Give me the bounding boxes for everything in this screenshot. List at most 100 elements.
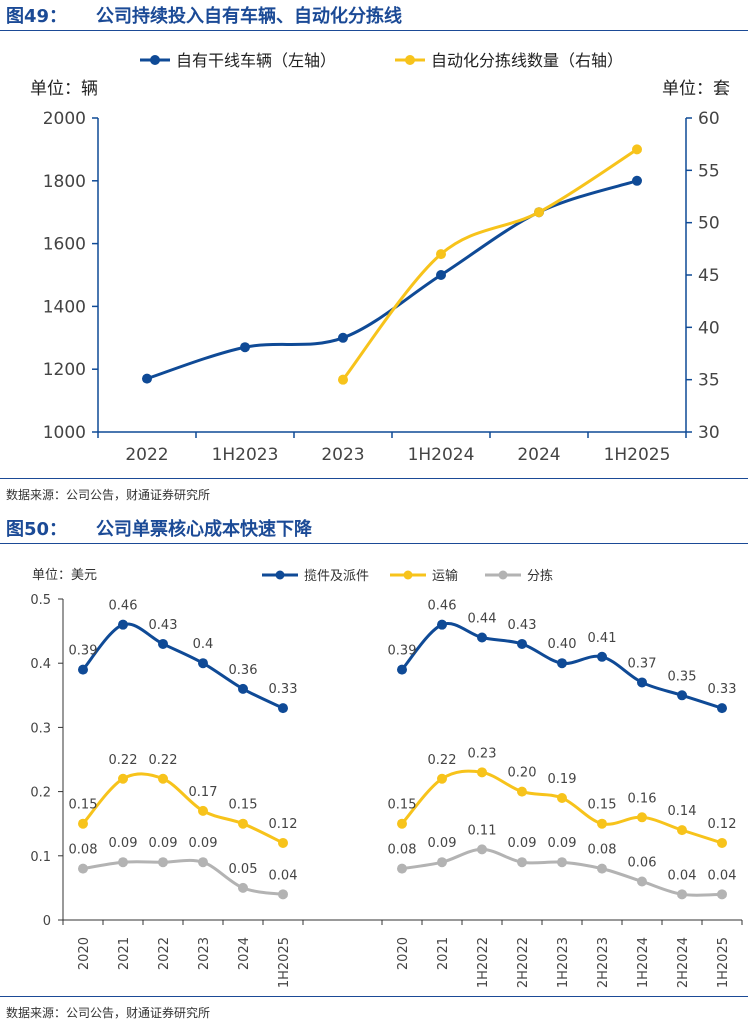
right-axis-tick-label: 55 [698,161,720,181]
halfyear-data-label-0: 0.39 [388,644,417,659]
left-axis-tick-label: 1200 [43,360,86,380]
annual-data-label-1: 0.22 [109,753,138,768]
annual-data-point-0 [198,658,208,669]
halfyear-data-point-1 [717,837,727,848]
halfyear-x-tick-label: 2H2022 [516,937,531,988]
y-axis-tick-label: 0.5 [30,593,51,608]
figure-49-number: 图49： [6,6,68,27]
x-axis-tick-label: 1H2024 [408,445,475,465]
halfyear-data-point-1 [397,818,407,829]
annual-data-label-2: 0.05 [229,862,258,877]
halfyear-data-point-2 [437,857,447,868]
x-axis-tick-label: 2024 [517,445,560,465]
annual-data-point-2 [198,857,208,868]
halfyear-x-tick-label: 1H2025 [716,937,731,988]
annual-data-label-1: 0.22 [149,753,178,768]
annual-data-label-0: 0.43 [149,618,178,633]
vehicles-chart: 自有干线车辆（左轴） 自动化分拣线数量（右轴） 单位：辆 单位：套 1000 1200 14… [30,51,730,465]
right-axis-tick-label: 40 [698,318,720,338]
halfyear-data-label-2: 0.09 [428,836,457,851]
unit-cost-chart: 单位：美元 揽件及派件 运输 分拣 0 0.1 0.2 0.3 0.4 0.5 2020 2021 20… [30,568,743,988]
halfyear-data-point-2 [677,889,687,900]
halfyear-data-point-1 [677,825,687,836]
halfyear-data-point-1 [477,767,487,778]
figure-49-title-bar: 图49： 公司持续投入自有车辆、自动化分拣线 [0,0,748,31]
right-axis-tick-label: 35 [698,371,720,391]
halfyear-data-label-1: 0.20 [508,766,537,781]
annual-data-point-0 [158,638,168,649]
halfyear-data-point-0 [637,677,647,688]
legend-label-1: 运输 [432,568,458,584]
figure-49-title: 公司持续投入自有车辆、自动化分拣线 [96,6,402,27]
halfyear-data-label-0: 0.37 [628,656,657,671]
halfyear-data-label-1: 0.16 [628,791,657,806]
annual-data-label-1: 0.15 [69,798,98,813]
annual-data-label-2: 0.09 [189,836,218,851]
halfyear-data-label-0: 0.41 [588,631,617,646]
data-point-0 [240,342,250,353]
annual-data-point-1 [278,837,288,848]
data-point-1 [338,374,348,385]
legend-marker-1 [405,55,415,65]
y-axis-tick-label: 0.4 [30,657,51,672]
annual-data-point-2 [158,857,168,868]
right-axis-tick-label: 30 [698,423,720,443]
annual-data-label-1: 0.17 [189,785,218,800]
legend-marker-1 [403,570,413,580]
figure-50-source: 数据来源：公司公告，财通证券研究所 [6,1006,211,1020]
halfyear-data-label-1: 0.22 [428,753,457,768]
annual-data-point-0 [238,683,248,694]
unit-label: 单位：美元 [32,568,97,583]
annual-data-point-2 [278,889,288,900]
legend-marker-0 [275,570,285,580]
halfyear-data-label-0: 0.40 [548,637,577,652]
annual-data-label-2: 0.09 [149,836,178,851]
halfyear-data-point-0 [597,651,607,662]
figure-50-title-bar: 图50： 公司单票核心成本快速下降 [0,513,748,544]
legend-marker-2 [498,570,508,580]
annual-data-point-1 [78,818,88,829]
annual-data-label-0: 0.39 [69,644,98,659]
halfyear-data-label-0: 0.44 [468,612,497,627]
halfyear-data-label-1: 0.12 [708,817,737,832]
halfyear-data-point-2 [597,863,607,874]
y-axis-tick-label: 0.2 [30,786,51,801]
halfyear-data-label-0: 0.43 [508,618,537,633]
annual-x-tick-label: 2022 [157,937,172,970]
halfyear-data-point-2 [517,857,527,868]
figure-49-source: 数据来源：公司公告，财通证券研究所 [6,488,211,502]
annual-data-label-0: 0.46 [109,599,138,614]
figure-49-bottom-rule [0,478,748,479]
annual-data-label-1: 0.15 [229,798,258,813]
left-axis-tick-label: 1600 [43,235,86,255]
halfyear-data-label-1: 0.14 [668,804,697,819]
left-axis-tick-label: 1800 [43,172,86,192]
right-axis-tick-label: 45 [698,266,720,286]
figure-50-title: 公司单票核心成本快速下降 [96,519,312,540]
annual-data-point-0 [278,703,288,714]
halfyear-x-tick-label: 2H2023 [596,937,611,988]
halfyear-data-label-0: 0.35 [668,669,697,684]
annual-x-tick-label: 2024 [237,937,252,970]
halfyear-x-tick-label: 2021 [436,937,451,970]
halfyear-data-point-0 [397,664,407,675]
data-point-0 [436,270,446,280]
halfyear-data-point-0 [437,619,447,630]
halfyear-data-label-1: 0.23 [468,746,497,761]
annual-data-label-2: 0.09 [109,836,138,851]
data-point-0 [632,175,642,186]
annual-data-point-1 [158,773,168,784]
data-point-1 [436,249,446,260]
halfyear-data-label-2: 0.08 [388,843,417,858]
data-point-1 [632,144,642,155]
x-axis-tick-label: 1H2023 [212,445,279,465]
halfyear-data-label-2: 0.08 [588,843,617,858]
right-axis-tick-label: 60 [698,109,720,129]
halfyear-data-point-2 [557,857,567,868]
halfyear-data-point-2 [717,889,727,900]
halfyear-data-label-1: 0.15 [588,798,617,813]
halfyear-data-point-0 [557,658,567,669]
annual-data-label-2: 0.04 [269,868,298,883]
halfyear-x-tick-label: 2020 [396,937,411,970]
halfyear-data-point-1 [637,812,647,823]
